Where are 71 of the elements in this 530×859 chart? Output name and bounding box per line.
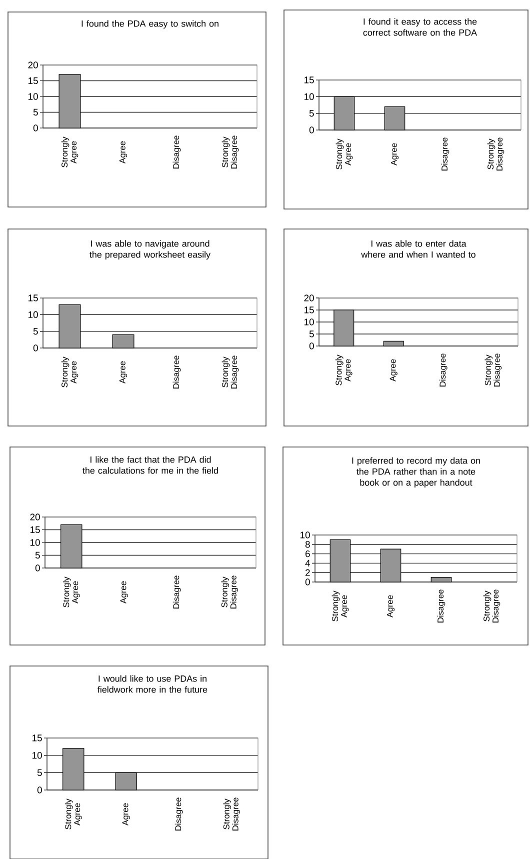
- y-tick-label: 15: [304, 306, 314, 314]
- y-tick-label: 0: [37, 786, 42, 794]
- y-tick-label: 10: [30, 539, 40, 546]
- y-tick-label: 10: [304, 318, 314, 326]
- x-tick-label: Agree: [386, 595, 395, 618]
- x-tick-label: Disagree: [172, 356, 181, 388]
- y-tick-label: 0: [309, 342, 314, 350]
- x-tick-label: Disagree: [174, 798, 183, 830]
- x-tick-label: Agree: [390, 359, 398, 382]
- x-tick-label: Disagree: [441, 138, 450, 170]
- x-tick-label: Agree: [390, 143, 399, 166]
- y-tick-label: 15: [32, 734, 42, 742]
- y-tick-label: 10: [300, 532, 310, 538]
- x-tick-label: Strongly Agree: [336, 138, 353, 170]
- y-tick-label: 10: [28, 311, 38, 318]
- x-tick-label: Agree: [122, 803, 130, 826]
- y-tick-label: 8: [305, 541, 310, 548]
- y-tick-label: 5: [309, 330, 314, 338]
- y-tick-label: 20: [30, 514, 40, 520]
- y-tick-label: 15: [28, 294, 38, 302]
- x-tick-label: Strongly Disagree: [221, 576, 238, 608]
- x-tick-label: Strongly Disagree: [223, 798, 240, 830]
- chart-title: I was able to navigate around the prepared worksheet easily: [90, 240, 211, 260]
- y-tick-label: 5: [35, 552, 40, 559]
- x-tick-label: Disagree: [437, 590, 446, 622]
- x-tick-label: Strongly Disagree: [483, 590, 500, 622]
- y-tick-label: 10: [28, 93, 38, 100]
- y-tick-label: 15: [304, 76, 314, 84]
- x-tick-label: Agree: [120, 581, 128, 604]
- y-tick-label: 10: [304, 93, 314, 100]
- chart-title: I like the fact that the PDA did the calculations for me in the field: [82, 456, 218, 474]
- x-tick-label: Strongly Agree: [335, 354, 352, 386]
- x-tick-label: Strongly Agree: [61, 136, 78, 168]
- x-tick-label: Agree: [119, 361, 128, 384]
- y-tick-label: 5: [309, 110, 314, 117]
- x-tick-label: Strongly Disagree: [222, 356, 239, 388]
- x-tick-label: Disagree: [172, 136, 181, 168]
- y-tick-label: 0: [33, 344, 38, 352]
- x-tick-label: Strongly Disagree: [487, 138, 504, 170]
- x-tick-label: Strongly Agree: [332, 590, 349, 622]
- y-tick-label: 0: [35, 564, 40, 572]
- x-tick-label: Strongly Agree: [61, 356, 78, 388]
- chart-title: I would like to use PDAs in fieldwork more in the future: [98, 675, 208, 693]
- y-tick-label: 10: [32, 752, 42, 759]
- y-tick-label: 15: [28, 77, 38, 84]
- y-tick-label: 0: [305, 578, 310, 586]
- y-tick-label: 6: [306, 550, 310, 558]
- chart-title: I found it easy to access the correct software on the PDA: [363, 18, 478, 36]
- chart-title: I preferred to record my data on the PDA rather than in a note book or on a paper handout: [352, 457, 480, 488]
- y-tick-label: 2: [306, 569, 310, 576]
- y-tick-label: 4: [305, 560, 310, 566]
- x-tick-label: Agree: [119, 141, 128, 164]
- x-tick-label: Disagree: [172, 576, 181, 608]
- y-tick-label: 15: [30, 526, 40, 534]
- chart-title: I was able to enter data where and when I wanted to: [361, 240, 476, 258]
- bar: [380, 548, 402, 582]
- y-tick-label: 0: [33, 124, 38, 132]
- bar: [330, 539, 351, 582]
- x-tick-label: Strongly Agree: [64, 798, 82, 830]
- x-tick-label: Strongly Disagree: [222, 136, 239, 168]
- y-tick-label: 5: [33, 108, 38, 116]
- y-tick-label: 5: [33, 328, 38, 335]
- chart-title: I found the PDA easy to switch on: [82, 20, 218, 29]
- bar: [430, 576, 452, 582]
- y-tick-label: 0: [309, 126, 314, 134]
- x-tick-label: Disagree: [439, 354, 448, 386]
- y-tick-label: 5: [37, 769, 42, 776]
- y-tick-label: 20: [304, 294, 314, 302]
- x-tick-label: Strongly Agree: [62, 576, 80, 608]
- x-tick-label: Strongly Disagree: [484, 354, 502, 386]
- y-tick-label: 20: [28, 62, 38, 68]
